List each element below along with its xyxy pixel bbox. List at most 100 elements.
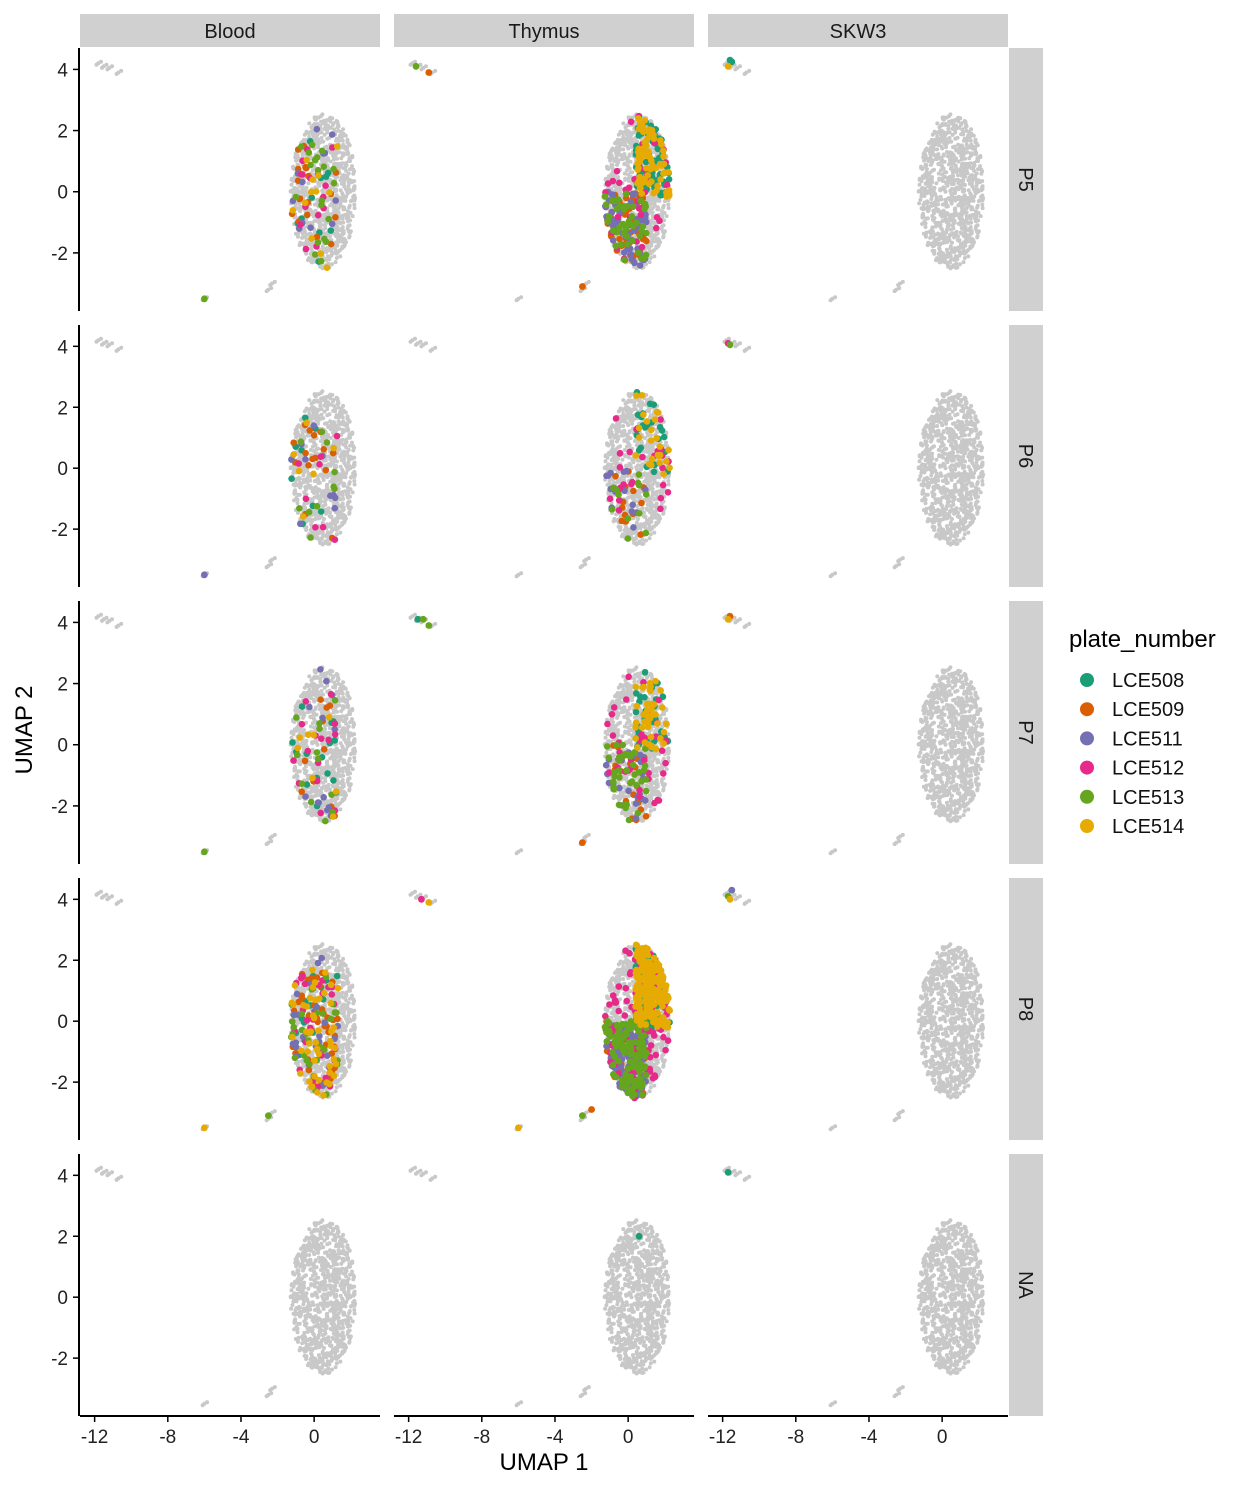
data-point-lce512 — [613, 167, 621, 175]
background-point — [346, 171, 351, 176]
background-point — [936, 202, 941, 207]
background-point — [307, 407, 312, 412]
background-point — [305, 468, 310, 473]
background-point — [942, 257, 947, 262]
background-point — [345, 414, 350, 419]
background-point — [612, 433, 617, 438]
data-point-lce514 — [657, 176, 664, 183]
background-point — [334, 256, 339, 260]
data-point-lce512 — [316, 461, 323, 468]
background-point — [319, 119, 324, 124]
background-point — [310, 413, 315, 418]
background-point — [319, 536, 324, 541]
background-point — [268, 559, 273, 564]
background-point — [964, 124, 969, 129]
data-point-lce514 — [645, 148, 652, 155]
background-point — [963, 165, 968, 170]
background-point — [959, 173, 964, 178]
background-point — [626, 146, 631, 151]
background-point — [622, 161, 627, 166]
background-point — [951, 226, 956, 231]
data-point-lce512 — [637, 211, 645, 219]
background-point — [950, 132, 955, 137]
background-point — [305, 220, 310, 225]
background-point — [931, 229, 935, 234]
data-point-lce514 — [654, 182, 661, 190]
data-point-lce514 — [295, 467, 303, 475]
background-point — [326, 256, 331, 260]
background-point — [341, 153, 346, 157]
background-point — [653, 503, 658, 508]
background-point — [314, 392, 319, 397]
data-point-lce514 — [315, 172, 322, 179]
background-point — [329, 514, 334, 519]
background-point — [960, 127, 965, 132]
background-point — [330, 528, 334, 533]
background-point — [961, 161, 965, 166]
panel-thymus-p6 — [394, 325, 694, 587]
background-point — [945, 217, 950, 222]
background-point — [639, 466, 644, 470]
background-point — [647, 516, 652, 521]
background-point — [938, 242, 943, 247]
background-point — [342, 241, 347, 246]
background-point — [963, 156, 967, 161]
background-point — [647, 536, 652, 541]
background-point — [344, 168, 349, 173]
background-point — [949, 151, 954, 156]
background-point — [347, 203, 352, 208]
data-point-lce511 — [628, 255, 636, 263]
data-point-lce512 — [638, 243, 646, 251]
background-point — [971, 162, 976, 167]
background-point — [628, 392, 633, 397]
background-point — [950, 167, 955, 172]
background-point — [342, 481, 346, 486]
background-point — [603, 453, 608, 458]
background-point — [613, 425, 617, 430]
data-point-lce513 — [636, 232, 644, 240]
background-point — [311, 405, 316, 410]
background-point — [896, 283, 901, 287]
background-point — [264, 565, 269, 570]
background-point — [602, 466, 607, 471]
background-point — [288, 189, 293, 194]
background-point — [295, 482, 300, 487]
data-point-lce514 — [641, 139, 649, 146]
data-point-lce514 — [326, 189, 333, 196]
background-point — [945, 224, 950, 228]
background-point — [327, 393, 332, 398]
background-point — [310, 499, 315, 504]
background-point — [346, 417, 351, 422]
data-point-lce509 — [425, 69, 433, 76]
background-point — [747, 68, 752, 73]
background-point — [930, 158, 935, 163]
background-point — [308, 478, 313, 483]
background-point — [300, 152, 305, 157]
data-point-lce513 — [624, 240, 631, 248]
background-point — [608, 158, 613, 163]
background-point — [666, 202, 671, 207]
background-point — [320, 244, 325, 249]
data-point-lce511 — [636, 262, 644, 269]
background-point — [960, 217, 965, 222]
data-point-lce513 — [601, 193, 609, 200]
background-point — [300, 429, 305, 434]
background-point — [304, 484, 309, 489]
background-point — [948, 112, 953, 117]
background-point — [351, 171, 356, 176]
data-point-lce513 — [305, 149, 313, 156]
data-point-lce514 — [301, 199, 309, 207]
background-point — [936, 161, 941, 166]
panel-skw3-p5 — [708, 48, 1008, 311]
background-point — [345, 226, 350, 231]
background-point — [963, 210, 968, 215]
background-point — [944, 141, 949, 146]
data-point-lce508 — [327, 227, 335, 234]
background-point — [943, 236, 948, 240]
background-point — [288, 466, 293, 471]
background-point — [609, 153, 614, 158]
background-point — [311, 400, 315, 405]
background-point — [958, 262, 962, 267]
background-point — [110, 64, 114, 69]
background-point — [344, 144, 348, 149]
